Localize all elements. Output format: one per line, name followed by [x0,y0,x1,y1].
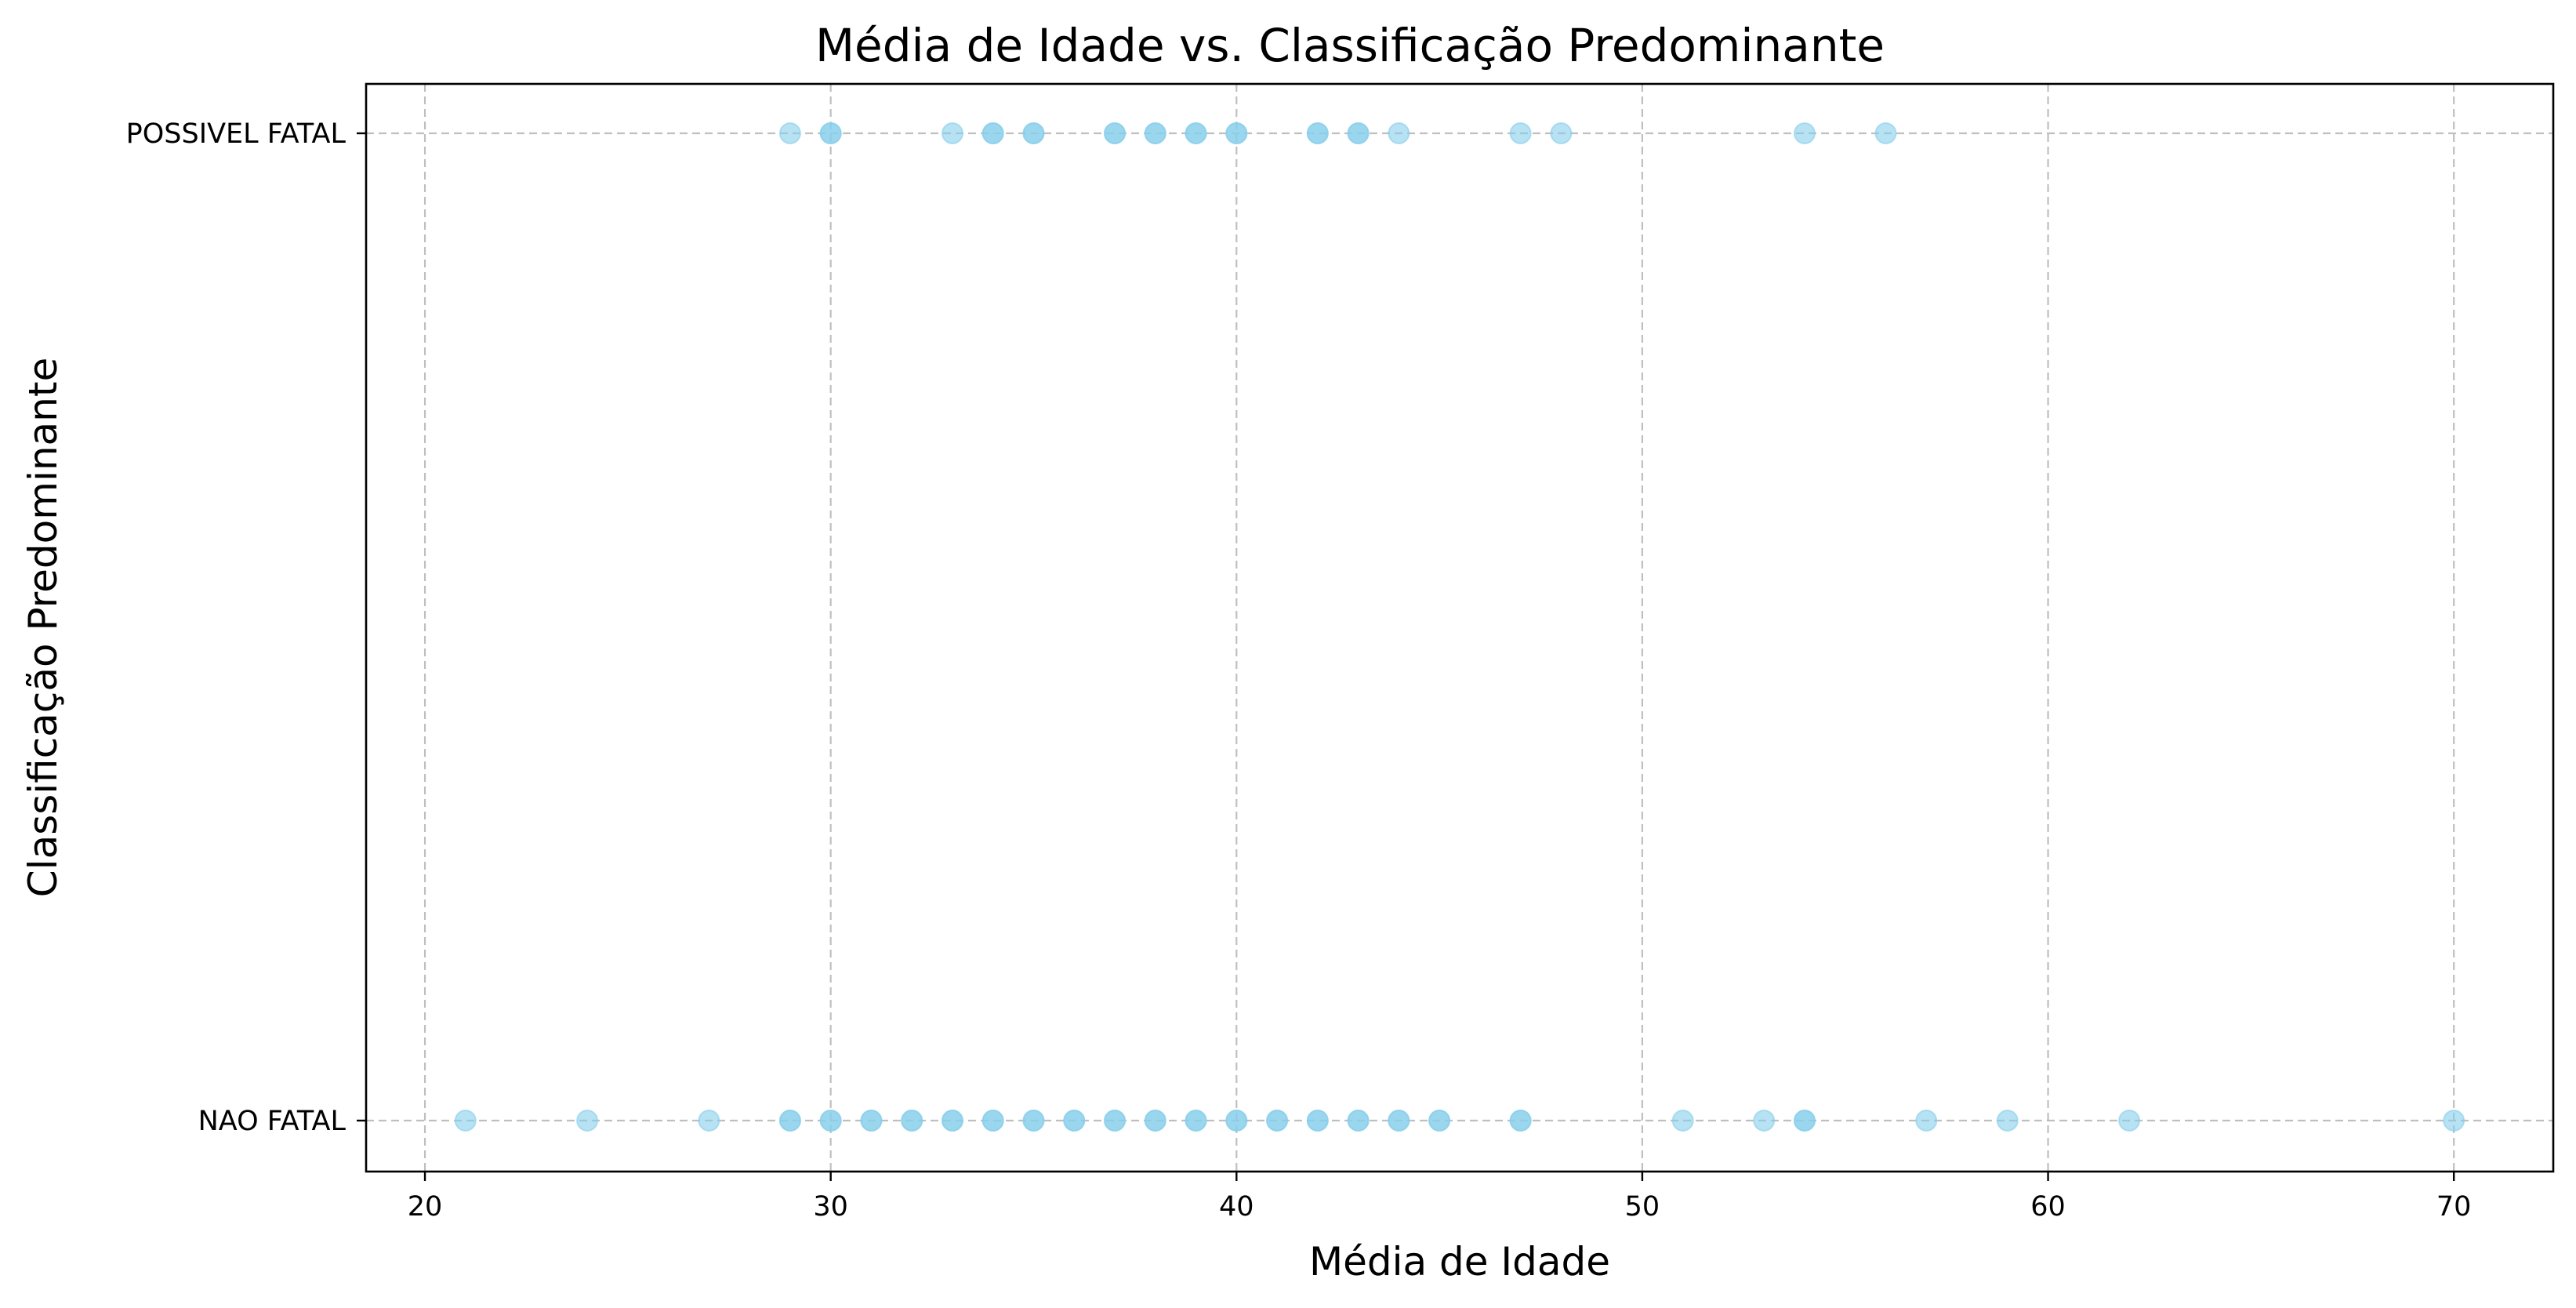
data-point [2118,1110,2141,1132]
x-tick-label: 30 [813,1191,848,1223]
data-point [1306,122,1329,144]
data-point [1104,1110,1127,1132]
x-tick-label: 50 [1625,1191,1660,1223]
data-point [1793,122,1816,144]
y-tick-label: NAO FATAL [198,1106,346,1137]
plot-frame [365,82,2555,1173]
data-point [1063,1110,1086,1132]
data-point [1509,1110,1532,1132]
data-point [1753,1110,1776,1132]
data-point [1144,122,1166,144]
data-point [1996,1110,2019,1132]
data-point [941,122,963,144]
chart-title: Média de Idade vs. Classificação Predomi… [815,19,1885,72]
data-point [454,1110,477,1132]
x-tick-label: 70 [2436,1191,2472,1223]
data-point [1104,122,1127,144]
data-point [1874,122,1897,144]
data-point [1306,1110,1329,1132]
data-point [1144,1110,1166,1132]
data-point [1347,1110,1370,1132]
data-point [778,1110,801,1132]
data-point [1225,1110,1248,1132]
x-axis: 20 30 40 50 60 70 [408,1172,2472,1223]
data-point [1388,1110,1410,1132]
data-point [1428,1110,1451,1132]
data-point [1388,122,1410,144]
data-point [576,1110,599,1132]
data-point [860,1110,883,1132]
x-axis-label: Média de Idade [1309,1239,1610,1284]
data-point [1185,1110,1207,1132]
y-tick-label: POSSIVEL FATAL [126,118,346,150]
data-point [1550,122,1573,144]
data-point [941,1110,963,1132]
data-point [1185,122,1207,144]
data-point [1509,122,1532,144]
data-point [819,1110,842,1132]
x-tick-label: 40 [1219,1191,1254,1223]
data-point [1915,1110,1938,1132]
data-point [1022,1110,1045,1132]
data-point [819,122,842,144]
grid-lines [366,84,2553,1172]
data-point [778,122,801,144]
y-axis-label: Classificação Predominante [20,358,66,897]
data-point [1671,1110,1694,1132]
data-point [981,1110,1004,1132]
data-point [698,1110,720,1132]
data-point [1225,122,1248,144]
data-point [901,1110,923,1132]
data-point [2443,1110,2465,1132]
x-tick-label: 20 [408,1191,443,1223]
y-axis: NAO FATAL POSSIVEL FATAL [126,118,366,1137]
data-point [1266,1110,1289,1132]
data-point [1347,122,1370,144]
data-points [454,122,2465,1132]
data-point [1022,122,1045,144]
data-point [1793,1110,1816,1132]
data-point [981,122,1004,144]
x-tick-label: 60 [2030,1191,2066,1223]
